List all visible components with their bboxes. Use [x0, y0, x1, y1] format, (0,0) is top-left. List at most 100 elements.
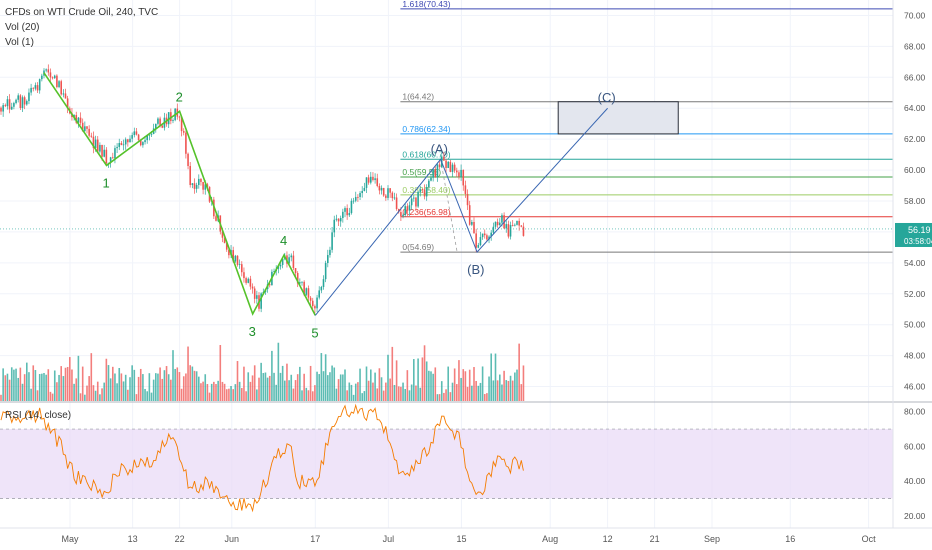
candle-body — [8, 99, 11, 110]
candle-body — [520, 225, 523, 227]
volume-bar — [286, 363, 288, 401]
candle-body — [178, 116, 181, 118]
rsi-axis[interactable]: 20.00 40.00 60.00 80.00 — [904, 407, 926, 521]
volume-bar — [131, 365, 133, 401]
candle-body — [309, 297, 312, 301]
candle-body — [428, 180, 430, 188]
candle-body — [322, 279, 325, 287]
volume-bar — [505, 380, 508, 401]
volume-bar — [516, 369, 518, 401]
volume-bar — [464, 371, 467, 401]
candle-body — [333, 219, 336, 233]
target-zone-box[interactable] — [557, 101, 679, 135]
volume-bar — [397, 386, 400, 401]
candle-body — [382, 187, 385, 196]
volume-bar — [23, 374, 26, 401]
volume-bar — [509, 375, 512, 401]
price-tick-label: 52.00 — [904, 289, 926, 299]
price-tick-label: 64.00 — [904, 103, 926, 113]
candle-body — [363, 187, 366, 191]
volume-bar — [90, 353, 93, 401]
candle-body — [62, 93, 65, 95]
candle-body — [234, 255, 237, 262]
candle-body — [90, 135, 93, 137]
candle-body — [522, 226, 525, 236]
volume-bar — [359, 368, 361, 401]
candle-body — [462, 169, 465, 186]
candle-body — [365, 177, 368, 188]
candle-body — [118, 143, 121, 147]
price-tick-label: 48.00 — [904, 351, 926, 361]
candle-body — [318, 290, 320, 298]
volume-bar — [408, 390, 411, 401]
candle-body — [445, 160, 447, 168]
candle-body — [352, 200, 355, 202]
volume-bar — [335, 388, 338, 401]
time-tick-label: Aug — [542, 534, 558, 544]
volume-bar — [382, 390, 385, 401]
candle-body — [112, 157, 114, 159]
volume-bar — [342, 374, 344, 401]
volume-bar — [507, 380, 510, 401]
volume-bar — [4, 375, 7, 401]
volume-bar — [492, 380, 495, 401]
volume-bar — [116, 383, 118, 401]
wave-labels: 1 2 3 4 5 (A) (B) (C) — [103, 89, 616, 340]
abc-correction-lines[interactable] — [314, 107, 608, 316]
candle-body — [402, 214, 404, 217]
candle-body — [380, 187, 383, 191]
candle-body — [305, 288, 308, 295]
price-tick-label: 58.00 — [904, 196, 926, 206]
rsi-tick-label: 60.00 — [904, 441, 926, 451]
volume-bar — [374, 372, 376, 401]
time-tick-label: 15 — [456, 534, 466, 544]
candle-body — [247, 278, 250, 283]
candle-body — [120, 143, 123, 146]
candle-body — [417, 191, 419, 207]
candle-body — [449, 161, 452, 172]
candle-body — [228, 249, 230, 256]
volume-bar — [79, 393, 82, 401]
candle-body — [215, 216, 217, 221]
candle-body — [494, 221, 497, 227]
volume-bar — [279, 372, 282, 401]
volume-bar — [223, 383, 226, 401]
candle-body — [146, 135, 148, 141]
candle-body — [374, 178, 376, 181]
volume-bar — [41, 373, 43, 401]
candle-body — [53, 75, 56, 79]
volume-bar — [391, 346, 394, 401]
candle-body — [131, 135, 133, 139]
volume-bar — [187, 346, 189, 401]
volume-bar — [234, 384, 237, 401]
elliott-wave-lines[interactable] — [43, 72, 317, 316]
candle-body — [193, 183, 196, 189]
candle-body — [307, 288, 310, 298]
candle-body — [367, 177, 370, 183]
volume-bar — [77, 355, 80, 401]
volume-bar — [333, 367, 336, 401]
volume-bar — [105, 358, 108, 401]
volume-bar — [331, 365, 333, 401]
volume-bar — [195, 371, 198, 401]
volume-bar — [86, 385, 88, 401]
candle-body — [460, 169, 462, 177]
candle-body — [303, 281, 305, 295]
candle-body — [413, 197, 415, 199]
candle-body — [58, 81, 60, 88]
price-axis[interactable]: 46.0048.0050.0052.0054.0056.0058.0060.00… — [904, 10, 926, 391]
candle-body — [372, 176, 374, 181]
candle-body — [103, 149, 105, 157]
volume-bar — [8, 379, 11, 401]
volume-bar — [71, 369, 73, 401]
price-tick-label: 60.00 — [904, 165, 926, 175]
candle-body — [189, 166, 191, 185]
volume-bar — [357, 382, 359, 401]
volume-bar — [456, 384, 458, 401]
candle-body — [324, 262, 327, 280]
time-axis[interactable]: May 13 22 Jun 17 Jul 15 Aug 12 21 Sep 16 Oct — [61, 534, 876, 544]
candle-body — [477, 245, 480, 248]
candle-body — [101, 144, 103, 157]
candle-body — [518, 220, 520, 226]
